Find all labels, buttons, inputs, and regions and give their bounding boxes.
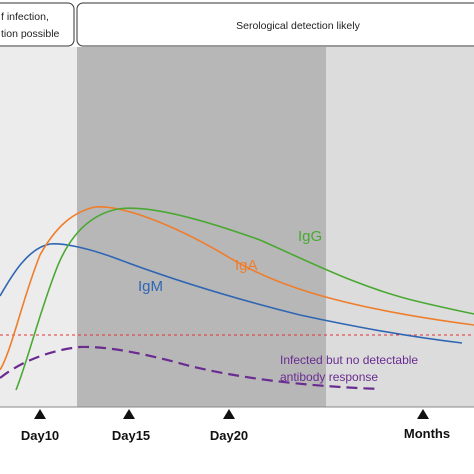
iga-curve	[0, 206, 474, 371]
months-marker-triangle	[417, 409, 429, 419]
igm-curve	[0, 243, 463, 344]
igg-curve	[15, 207, 474, 391]
day15-marker-triangle	[123, 409, 135, 419]
middle-band	[77, 47, 326, 407]
day10-marker-triangle	[34, 409, 46, 419]
day15-label: Day15	[112, 428, 150, 443]
day20-marker-triangle	[223, 409, 235, 419]
igg-label: IgG	[298, 228, 322, 245]
right-bracket-label: Serological detection likely	[236, 20, 360, 32]
no-response-curve	[0, 345, 381, 391]
months-label: Months	[404, 426, 450, 441]
no-response-label-line-2: antibody response	[280, 370, 378, 384]
right-band	[326, 47, 474, 407]
no-response-label-line-1: Infected but no detectable	[280, 353, 418, 367]
left-band	[0, 47, 77, 407]
iga-label: IgA	[235, 257, 258, 274]
right-bracket-box	[76, 2, 474, 47]
left-bracket-line-2: tion possible	[1, 28, 60, 40]
day20-label: Day20	[210, 428, 248, 443]
left-bracket-box	[0, 2, 75, 47]
left-bracket-line-1: f infection,	[1, 11, 49, 23]
day10-label: Day10	[21, 428, 59, 443]
igm-label: IgM	[138, 278, 163, 295]
